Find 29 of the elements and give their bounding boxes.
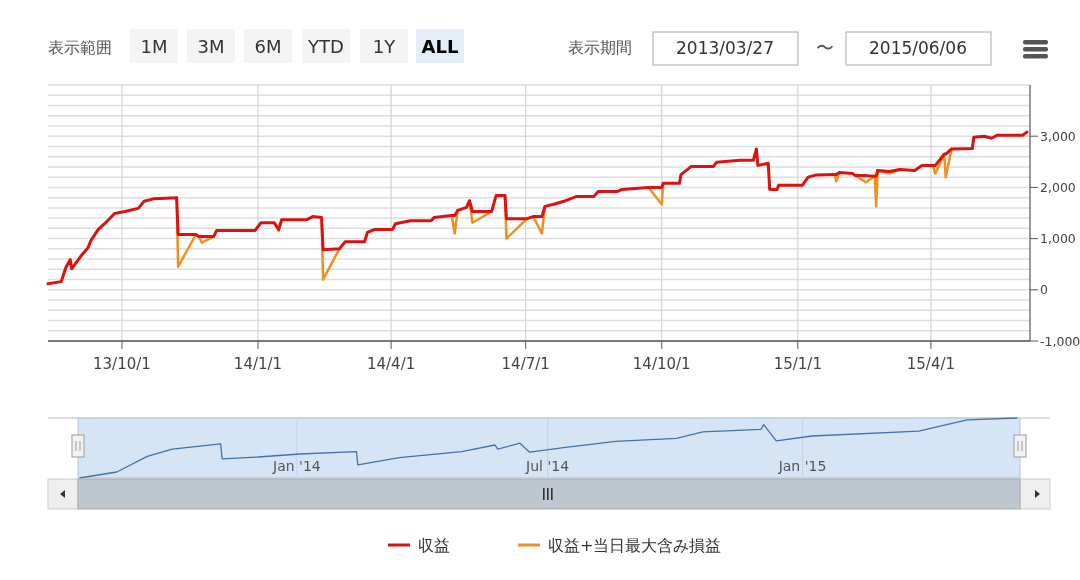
text: 3M	[197, 36, 225, 57]
x-tick-label: Jul '14	[525, 458, 570, 474]
text: 表示範囲	[48, 38, 112, 57]
text: 2013/03/27	[676, 38, 774, 58]
x-tick-label: 14/7/1	[501, 355, 550, 373]
x-tick-label: Jan '15	[777, 458, 827, 474]
text: YTD	[307, 36, 344, 57]
y-tick-label: 3,000	[1040, 128, 1076, 144]
text: 表示期間	[568, 38, 632, 57]
x-tick-label: 15/4/1	[906, 355, 956, 373]
y-tick-label: 1,000	[1040, 231, 1076, 247]
y-tick-label: 2,000	[1040, 179, 1076, 195]
text: ALL	[421, 36, 459, 57]
x-tick-label: 14/4/1	[366, 355, 416, 373]
legend-label: 収益+当日最大含み損益	[548, 536, 722, 555]
text: 1Y	[372, 36, 397, 57]
x-tick-label: 14/10/1	[632, 355, 691, 373]
text: 1M	[140, 36, 168, 57]
x-tick-label: Jan '14	[272, 458, 321, 474]
text: 6M	[254, 36, 282, 57]
x-tick-label: 13/10/1	[93, 355, 151, 373]
x-tick-label: 14/1/1	[233, 355, 283, 373]
text: 2015/06/06	[869, 38, 967, 58]
y-tick-label: 0	[1040, 282, 1048, 298]
y-tick-label: -1,000	[1040, 333, 1080, 349]
text: 〜	[816, 37, 834, 58]
x-tick-label: 15/1/1	[773, 355, 822, 373]
legend-label: 収益	[418, 536, 450, 555]
line-series	[46, 130, 1029, 286]
